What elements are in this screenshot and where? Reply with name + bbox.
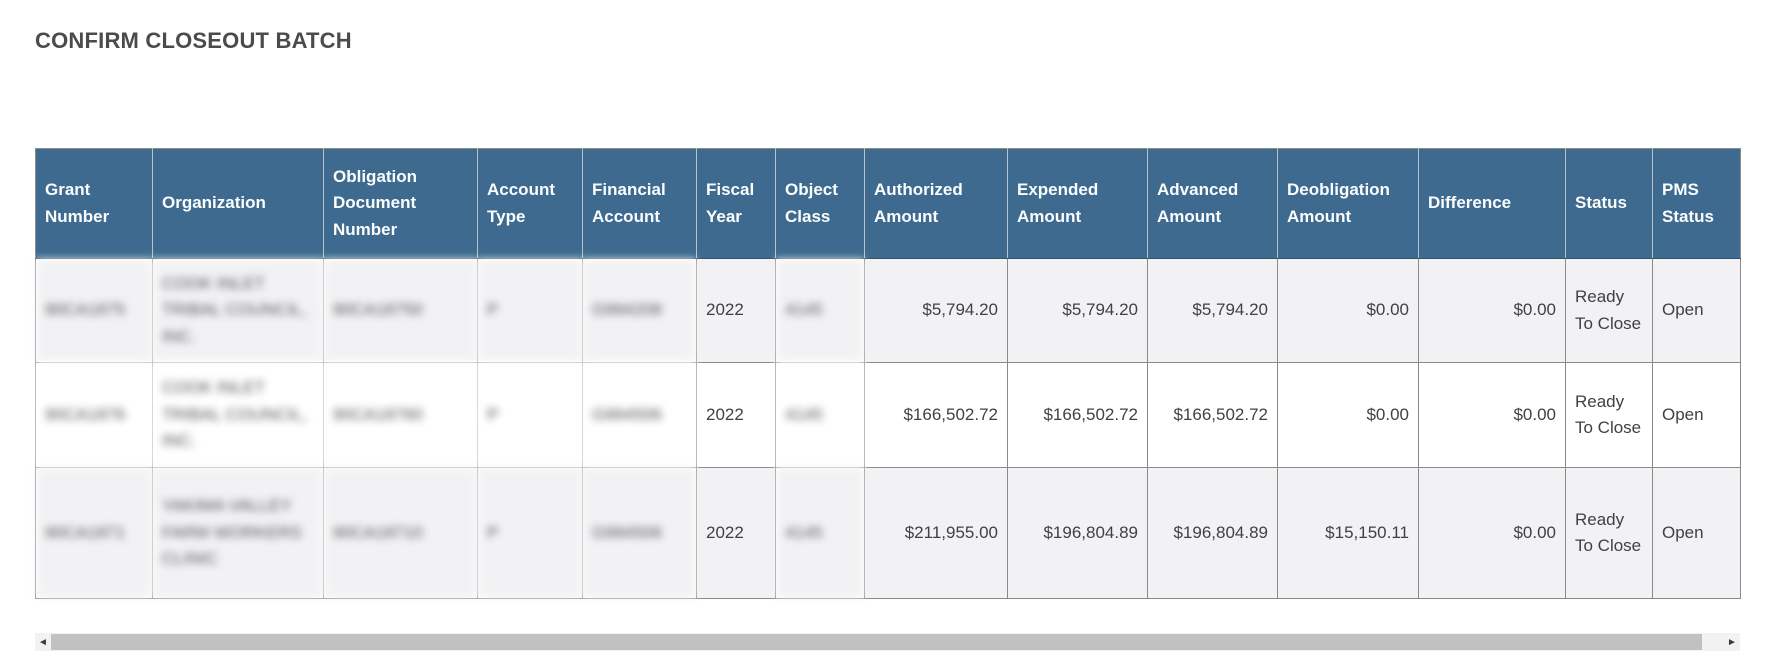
column-header-authorized-amount: Authorized Amount bbox=[864, 148, 1008, 259]
cell-deobligation-amount: $0.00 bbox=[1277, 258, 1419, 363]
cell-status: Ready To Close bbox=[1565, 258, 1653, 363]
column-header-financial-account: Financial Account bbox=[582, 148, 697, 259]
column-header-pms-status: PMS Status bbox=[1652, 148, 1741, 259]
scroll-right-arrow-icon[interactable]: ► bbox=[1724, 633, 1740, 651]
confirm-closeout-batch-page: CONFIRM CLOSEOUT BATCH Grant Number Orga… bbox=[35, 28, 1741, 651]
cell-expended-amount: $196,804.89 bbox=[1007, 467, 1148, 599]
cell-organization: COOK INLET TRIBAL COUNCIL, INC. bbox=[152, 258, 324, 363]
cell-difference: $0.00 bbox=[1418, 258, 1566, 363]
cell-organization: COOK INLET TRIBAL COUNCIL, INC. bbox=[152, 362, 324, 468]
horizontal-scrollbar[interactable]: ◄ ► bbox=[35, 633, 1740, 651]
column-header-obligation-document-number: Obligation Document Number bbox=[323, 148, 478, 259]
cell-pms-status: Open bbox=[1652, 258, 1741, 363]
cell-expended-amount: $166,502.72 bbox=[1007, 362, 1148, 468]
column-header-account-type: Account Type bbox=[477, 148, 583, 259]
table-row: 90CA1871 YAKIMA VALLEY FARM WORKERS CLIN… bbox=[35, 467, 1741, 599]
cell-fiscal-year: 2022 bbox=[696, 467, 776, 599]
cell-difference: $0.00 bbox=[1418, 362, 1566, 468]
cell-advanced-amount: $166,502.72 bbox=[1147, 362, 1278, 468]
column-header-grant-number: Grant Number bbox=[35, 148, 153, 259]
column-header-status: Status bbox=[1565, 148, 1653, 259]
cell-advanced-amount: $5,794.20 bbox=[1147, 258, 1278, 363]
column-header-deobligation-amount: Deobligation Amount bbox=[1277, 148, 1419, 259]
page-title: CONFIRM CLOSEOUT BATCH bbox=[35, 28, 352, 53]
cell-authorized-amount: $211,955.00 bbox=[864, 467, 1008, 599]
cell-fiscal-year: 2022 bbox=[696, 362, 776, 468]
cell-obligation-document-number: 90CA18760 bbox=[323, 362, 478, 468]
cell-deobligation-amount: $15,150.11 bbox=[1277, 467, 1419, 599]
cell-object-class: 4145 bbox=[775, 467, 865, 599]
cell-obligation-document-number: 90CA18750 bbox=[323, 258, 478, 363]
table-row: 90CA1875 COOK INLET TRIBAL COUNCIL, INC.… bbox=[35, 258, 1741, 363]
cell-account-type: P bbox=[477, 362, 583, 468]
cell-financial-account: G994506 bbox=[582, 362, 697, 468]
table-row: 90CA1876 COOK INLET TRIBAL COUNCIL, INC.… bbox=[35, 362, 1741, 468]
cell-object-class: 4145 bbox=[775, 362, 865, 468]
column-header-difference: Difference bbox=[1418, 148, 1566, 259]
cell-object-class: 4145 bbox=[775, 258, 865, 363]
cell-financial-account: G994208 bbox=[582, 258, 697, 363]
scrollbar-thumb[interactable] bbox=[51, 634, 1702, 650]
cell-pms-status: Open bbox=[1652, 362, 1741, 468]
cell-authorized-amount: $5,794.20 bbox=[864, 258, 1008, 363]
closeout-batch-table-container: Grant Number Organization Obligation Doc… bbox=[35, 148, 1741, 651]
closeout-batch-table: Grant Number Organization Obligation Doc… bbox=[35, 148, 1741, 599]
column-header-fiscal-year: Fiscal Year bbox=[696, 148, 776, 259]
scroll-left-arrow-icon[interactable]: ◄ bbox=[35, 633, 51, 651]
cell-status: Ready To Close bbox=[1565, 467, 1653, 599]
table-header-row: Grant Number Organization Obligation Doc… bbox=[35, 148, 1741, 259]
column-header-organization: Organization bbox=[152, 148, 324, 259]
cell-fiscal-year: 2022 bbox=[696, 258, 776, 363]
cell-grant-number: 90CA1871 bbox=[35, 467, 153, 599]
cell-organization: YAKIMA VALLEY FARM WORKERS CLINIC bbox=[152, 467, 324, 599]
cell-status: Ready To Close bbox=[1565, 362, 1653, 468]
cell-pms-status: Open bbox=[1652, 467, 1741, 599]
cell-difference: $0.00 bbox=[1418, 467, 1566, 599]
cell-deobligation-amount: $0.00 bbox=[1277, 362, 1419, 468]
cell-advanced-amount: $196,804.89 bbox=[1147, 467, 1278, 599]
column-header-object-class: Object Class bbox=[775, 148, 865, 259]
cell-account-type: P bbox=[477, 467, 583, 599]
cell-authorized-amount: $166,502.72 bbox=[864, 362, 1008, 468]
column-header-advanced-amount: Advanced Amount bbox=[1147, 148, 1278, 259]
cell-account-type: P bbox=[477, 258, 583, 363]
cell-financial-account: G994506 bbox=[582, 467, 697, 599]
cell-grant-number: 90CA1876 bbox=[35, 362, 153, 468]
cell-obligation-document-number: 90CA18710 bbox=[323, 467, 478, 599]
cell-expended-amount: $5,794.20 bbox=[1007, 258, 1148, 363]
column-header-expended-amount: Expended Amount bbox=[1007, 148, 1148, 259]
cell-grant-number: 90CA1875 bbox=[35, 258, 153, 363]
